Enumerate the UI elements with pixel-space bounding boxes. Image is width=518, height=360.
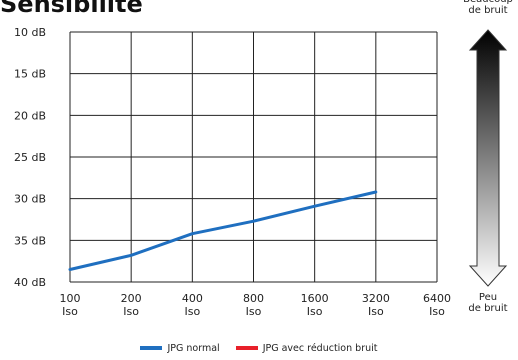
chart-title: Sensibilité [0, 0, 143, 18]
x-tick-unit: Iso [307, 305, 323, 318]
x-tick-value: 100 [60, 292, 81, 305]
x-tick-value: 400 [182, 292, 203, 305]
series-line [68, 190, 378, 271]
legend-swatch [235, 346, 258, 350]
x-tick-value: 6400 [423, 292, 451, 305]
noise-top-label: de bruit [468, 5, 507, 16]
y-tick-label: 30 dB [14, 193, 46, 206]
x-tick-unit: Iso [246, 305, 262, 318]
x-tick-unit: Iso [123, 305, 139, 318]
series-lines [68, 190, 378, 271]
legend: JPG normal JPG avec réduction bruit [0, 340, 518, 356]
y-tick-labels: 10 dB 15 dB 20 dB 25 dB 30 dB 35 dB 40 dB [14, 26, 46, 289]
x-tick-value: 800 [243, 292, 264, 305]
x-tick-labels: 100Iso200Iso400Iso800Iso1600Iso3200Iso64… [60, 292, 452, 318]
y-tick-label: 40 dB [14, 276, 46, 289]
x-tick-value: 3200 [362, 292, 390, 305]
y-tick-label: 15 dB [14, 68, 46, 81]
legend-item: JPG avec réduction bruit [235, 342, 378, 354]
noise-bottom-label: de bruit [468, 303, 507, 314]
legend-label: JPG avec réduction bruit [262, 342, 378, 354]
x-tick-value: 200 [121, 292, 142, 305]
x-tick-unit: Iso [429, 305, 445, 318]
noise-bottom-label: Peu [479, 292, 497, 303]
y-tick-label: 25 dB [14, 151, 46, 164]
noise-top-label: Beaucoup [463, 0, 513, 5]
grid [69, 31, 438, 283]
legend-swatch [140, 346, 163, 350]
x-tick-unit: Iso [62, 305, 78, 318]
legend-label: JPG normal [167, 342, 220, 354]
y-tick-label: 10 dB [14, 26, 46, 39]
legend-item: JPG normal [140, 342, 220, 354]
x-tick-unit: Iso [368, 305, 384, 318]
x-tick-value: 1600 [301, 292, 329, 305]
x-tick-unit: Iso [184, 305, 200, 318]
noise-arrow [468, 29, 508, 287]
y-tick-label: 20 dB [14, 109, 46, 122]
y-tick-label: 35 dB [14, 234, 46, 247]
